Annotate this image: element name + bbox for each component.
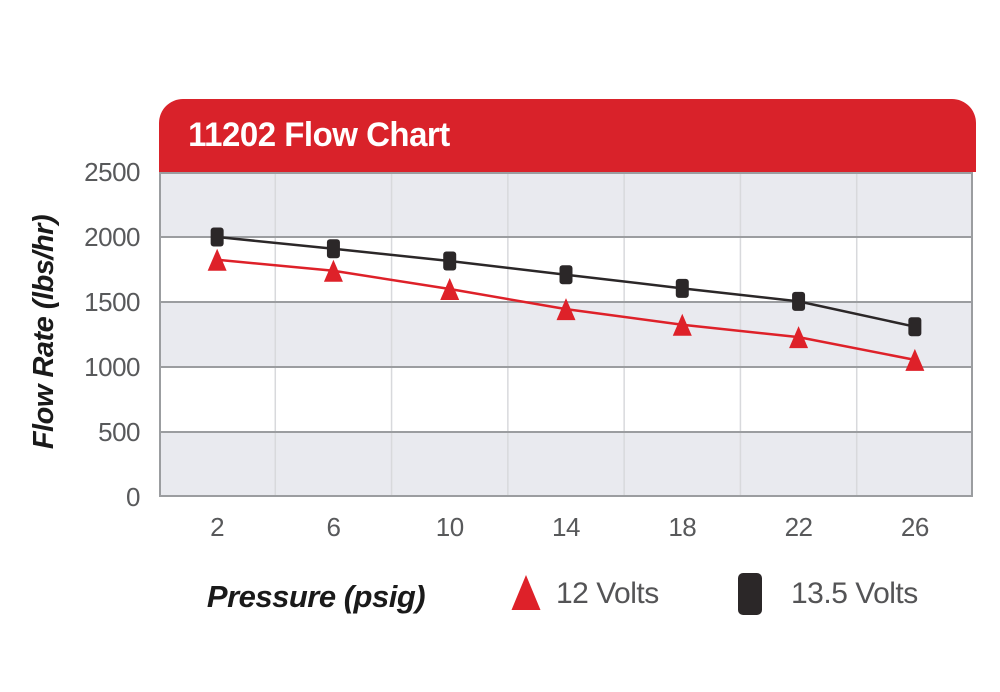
x-tick-label: 22 bbox=[784, 512, 813, 542]
legend-13v-square-icon bbox=[738, 573, 762, 615]
plot-area bbox=[159, 172, 973, 497]
y-axis-title: Flow Rate (lbs/hr) bbox=[28, 214, 60, 450]
x-tick-label: 10 bbox=[435, 512, 464, 542]
y-tick-label: 0 bbox=[126, 482, 140, 512]
chart-title: 11202 Flow Chart bbox=[188, 116, 450, 154]
legend-13v-label: 13.5 Volts bbox=[791, 577, 918, 610]
x-tick-label: 26 bbox=[900, 512, 929, 542]
x-tick-label: 2 bbox=[210, 512, 225, 542]
x-tick-label: 18 bbox=[668, 512, 697, 542]
flow-chart-plot bbox=[159, 172, 973, 497]
x-axis-title: Pressure (psig) bbox=[206, 579, 426, 614]
y-tick-label: 1000 bbox=[84, 352, 140, 382]
x-tick-label: 6 bbox=[326, 512, 341, 542]
chart-title-banner: 11202 Flow Chart bbox=[159, 99, 976, 172]
y-tick-label: 1500 bbox=[84, 287, 140, 317]
y-tick-label: 500 bbox=[98, 417, 140, 447]
x-tick-label: 14 bbox=[552, 512, 580, 542]
y-tick-label: 2000 bbox=[84, 222, 140, 252]
legend-12v-label: 12 Volts bbox=[556, 577, 659, 610]
y-tick-label: 2500 bbox=[84, 157, 140, 187]
legend-12v-triangle-icon bbox=[511, 575, 541, 610]
